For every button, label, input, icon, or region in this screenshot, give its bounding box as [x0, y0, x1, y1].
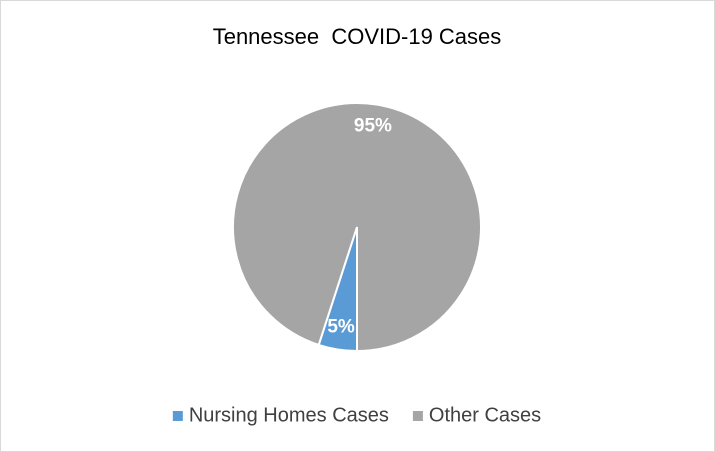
data-label: 5%	[327, 316, 355, 337]
legend-marker	[172, 411, 183, 421]
data-label: 95%	[354, 116, 392, 137]
legend-label: Nursing Homes Cases	[189, 404, 389, 426]
legend-label: Other Cases	[429, 404, 541, 426]
chart-title: Tennessee COVID-19 Cases	[213, 24, 502, 49]
legend-marker	[412, 411, 423, 421]
pie-slice	[232, 102, 482, 353]
